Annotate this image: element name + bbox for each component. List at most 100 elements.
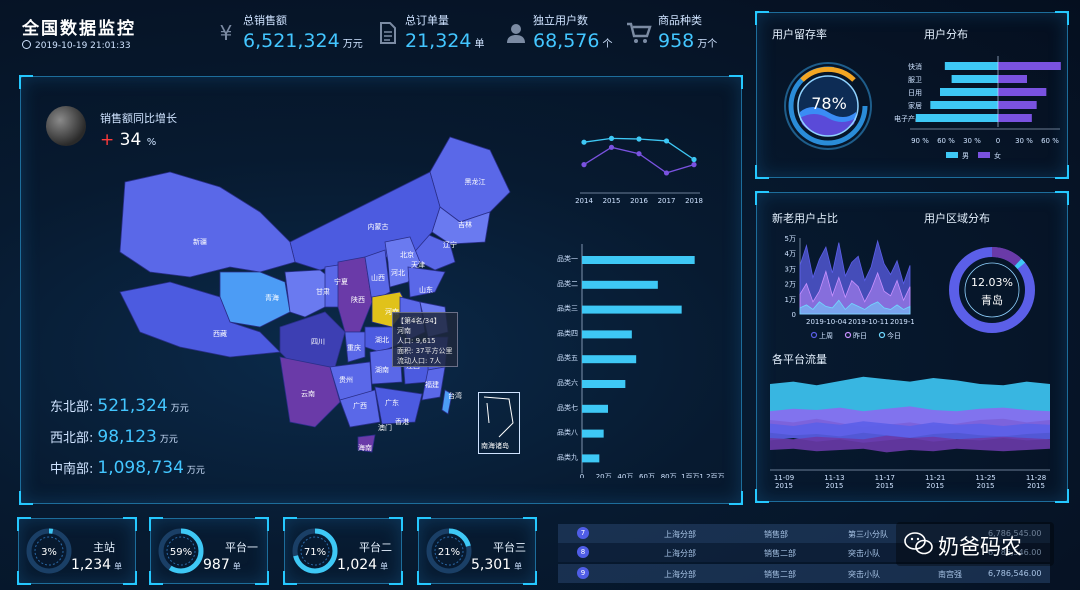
area-y-tick: 3万 xyxy=(785,265,796,273)
platform-gauge-card[interactable]: 71% 平台二 1,024 单 xyxy=(283,517,403,585)
map-label: 宁夏 xyxy=(334,277,348,286)
map-label: 台湾 xyxy=(448,391,462,400)
page-title: 全国数据监控 xyxy=(22,19,136,39)
region-xizang[interactable] xyxy=(119,281,281,358)
dist-bar-male[interactable] xyxy=(944,62,998,70)
trend-line-chart: 2014 2015 2016 2017 2018 xyxy=(575,135,703,205)
region-qinghai[interactable] xyxy=(219,271,291,328)
platform-gauge-card[interactable]: 59% 平台一 987 单 xyxy=(149,517,269,585)
region-shandong[interactable] xyxy=(407,266,446,298)
map-label: 湖北 xyxy=(375,335,389,344)
trend-point[interactable] xyxy=(581,162,587,168)
map-label: 新疆 xyxy=(193,237,207,246)
region-fujian[interactable] xyxy=(421,366,446,401)
bar-category-label: 品类一 xyxy=(557,254,578,263)
map-label: 四川 xyxy=(311,338,325,346)
dist-category-label: 快消 xyxy=(908,62,922,71)
region-yunnan[interactable] xyxy=(279,356,341,428)
dist-bar-male[interactable] xyxy=(951,75,998,83)
trend-point[interactable] xyxy=(581,139,587,145)
platform-gauge-card[interactable]: 21% 平台三 5,301 单 xyxy=(417,517,537,585)
bar-category-label: 品类六 xyxy=(557,378,578,387)
table-row[interactable]: 8 上海分部 销售二部 突击小队 6,786,546.00 xyxy=(558,543,1050,562)
region-central-south: 中南部: 1,098,734 万元 xyxy=(50,458,205,478)
cart-icon xyxy=(626,22,652,44)
flow-x-tick-year: 2015 xyxy=(1027,482,1045,490)
flow-x-tick-year: 2015 xyxy=(926,482,944,490)
table-row[interactable]: 7 上海分部 销售部 第三小分队 6,786,545.00 xyxy=(558,524,1050,543)
map-label: 北京 xyxy=(400,250,414,259)
map-label: 辽宁 xyxy=(443,240,457,249)
analysis-panel xyxy=(755,191,1069,503)
platform-gauge-ring: 59% xyxy=(158,528,204,574)
gauge-pct: 59% xyxy=(170,547,192,558)
dist-bar-male[interactable] xyxy=(915,114,998,122)
dist-bar-female[interactable] xyxy=(998,62,1061,70)
map-label: 河北 xyxy=(391,269,405,277)
bar-category-label: 品类八 xyxy=(557,428,578,437)
dist-bar-female[interactable] xyxy=(998,114,1032,122)
flow-x-tick: 11-17 xyxy=(875,474,895,482)
bar-category-label: 品类九 xyxy=(557,452,578,461)
dist-bar-female[interactable] xyxy=(998,75,1027,83)
category-bar[interactable] xyxy=(582,429,604,438)
region-xinjiang[interactable] xyxy=(119,171,296,278)
flow-x-tick-year: 2015 xyxy=(825,482,843,490)
map-label: 山西 xyxy=(371,273,385,282)
bar-x-tick: 1.2百万 xyxy=(699,473,724,478)
gauge-pct: 71% xyxy=(304,547,326,558)
flow-x-tick-year: 2015 xyxy=(876,482,894,490)
platform-gauge-ring: 21% xyxy=(426,528,472,574)
area-y-tick: 1万 xyxy=(785,296,796,304)
category-bar[interactable] xyxy=(582,330,632,339)
category-bar[interactable] xyxy=(582,454,600,463)
trend-point[interactable] xyxy=(663,138,670,144)
dist-x-tick: 60 % xyxy=(937,137,955,145)
region-guangdong[interactable] xyxy=(374,386,423,425)
trend-point[interactable] xyxy=(636,136,642,142)
trend-point[interactable] xyxy=(663,170,670,176)
kpi-total-orders: 总订单量 21,324 单 xyxy=(377,12,497,56)
flow-x-tick: 11-21 xyxy=(925,474,945,482)
trend-x-tick: 2017 xyxy=(658,197,676,205)
dist-bar-female[interactable] xyxy=(998,88,1047,96)
region-guangxi[interactable] xyxy=(339,389,381,428)
flow-x-tick: 11-25 xyxy=(975,474,995,482)
bar-x-tick: 20万 xyxy=(596,473,612,478)
region-taiwan[interactable] xyxy=(441,389,453,415)
region-shanxi[interactable] xyxy=(364,249,391,303)
dist-bar-male[interactable] xyxy=(930,101,998,109)
category-bar[interactable] xyxy=(582,355,637,364)
trend-point[interactable] xyxy=(608,135,615,141)
globe-icon xyxy=(46,106,86,146)
gauge-count: 1,024 单 xyxy=(337,557,389,573)
region-hainan[interactable] xyxy=(357,434,376,453)
trend-point[interactable] xyxy=(691,156,697,163)
map-label: 西藏 xyxy=(213,329,227,338)
platform-flow-chart: 11-09201511-13201511-17201511-21201511-2… xyxy=(770,376,1050,490)
region-share-city: 青岛 xyxy=(981,294,1003,307)
map-label: 内蒙古 xyxy=(368,222,389,231)
flow-x-tick: 11-13 xyxy=(824,474,844,482)
category-bar[interactable] xyxy=(582,380,626,388)
region-chongqing[interactable] xyxy=(344,331,366,363)
bar-category-label: 品类三 xyxy=(557,304,578,313)
category-bar[interactable] xyxy=(582,404,608,413)
trend-point[interactable] xyxy=(691,162,697,168)
platform-gauge-card[interactable]: 3% 主站 1,234 单 xyxy=(17,517,137,585)
dist-bar-male[interactable] xyxy=(940,88,998,96)
trend-point[interactable] xyxy=(636,151,642,157)
dist-bar-female[interactable] xyxy=(998,101,1037,109)
table-row[interactable]: 9 上海分部 销售二部 突击小队 南宫强 6,786,546.00 xyxy=(558,564,1050,583)
category-bar[interactable] xyxy=(582,305,682,314)
donut-segment[interactable] xyxy=(949,247,1035,333)
map-label: 天津 xyxy=(411,261,425,269)
category-bar[interactable] xyxy=(582,280,658,289)
china-map[interactable]: 黑龙江 吉林 辽宁 内蒙古 北京 天津 河北 山西 山东 新疆 青海 甘肃 宁夏… xyxy=(110,132,550,462)
trend-point[interactable] xyxy=(608,144,615,150)
category-bar[interactable] xyxy=(582,256,695,264)
dist-x-tick: 90 % xyxy=(911,137,929,145)
map-tooltip: 【第4名/34】 河南 人口: 9,615 面积: 37平方公里 流动人口: 7… xyxy=(392,312,458,367)
map-label: 河南 xyxy=(385,307,399,316)
map-label: 青海 xyxy=(265,293,279,302)
